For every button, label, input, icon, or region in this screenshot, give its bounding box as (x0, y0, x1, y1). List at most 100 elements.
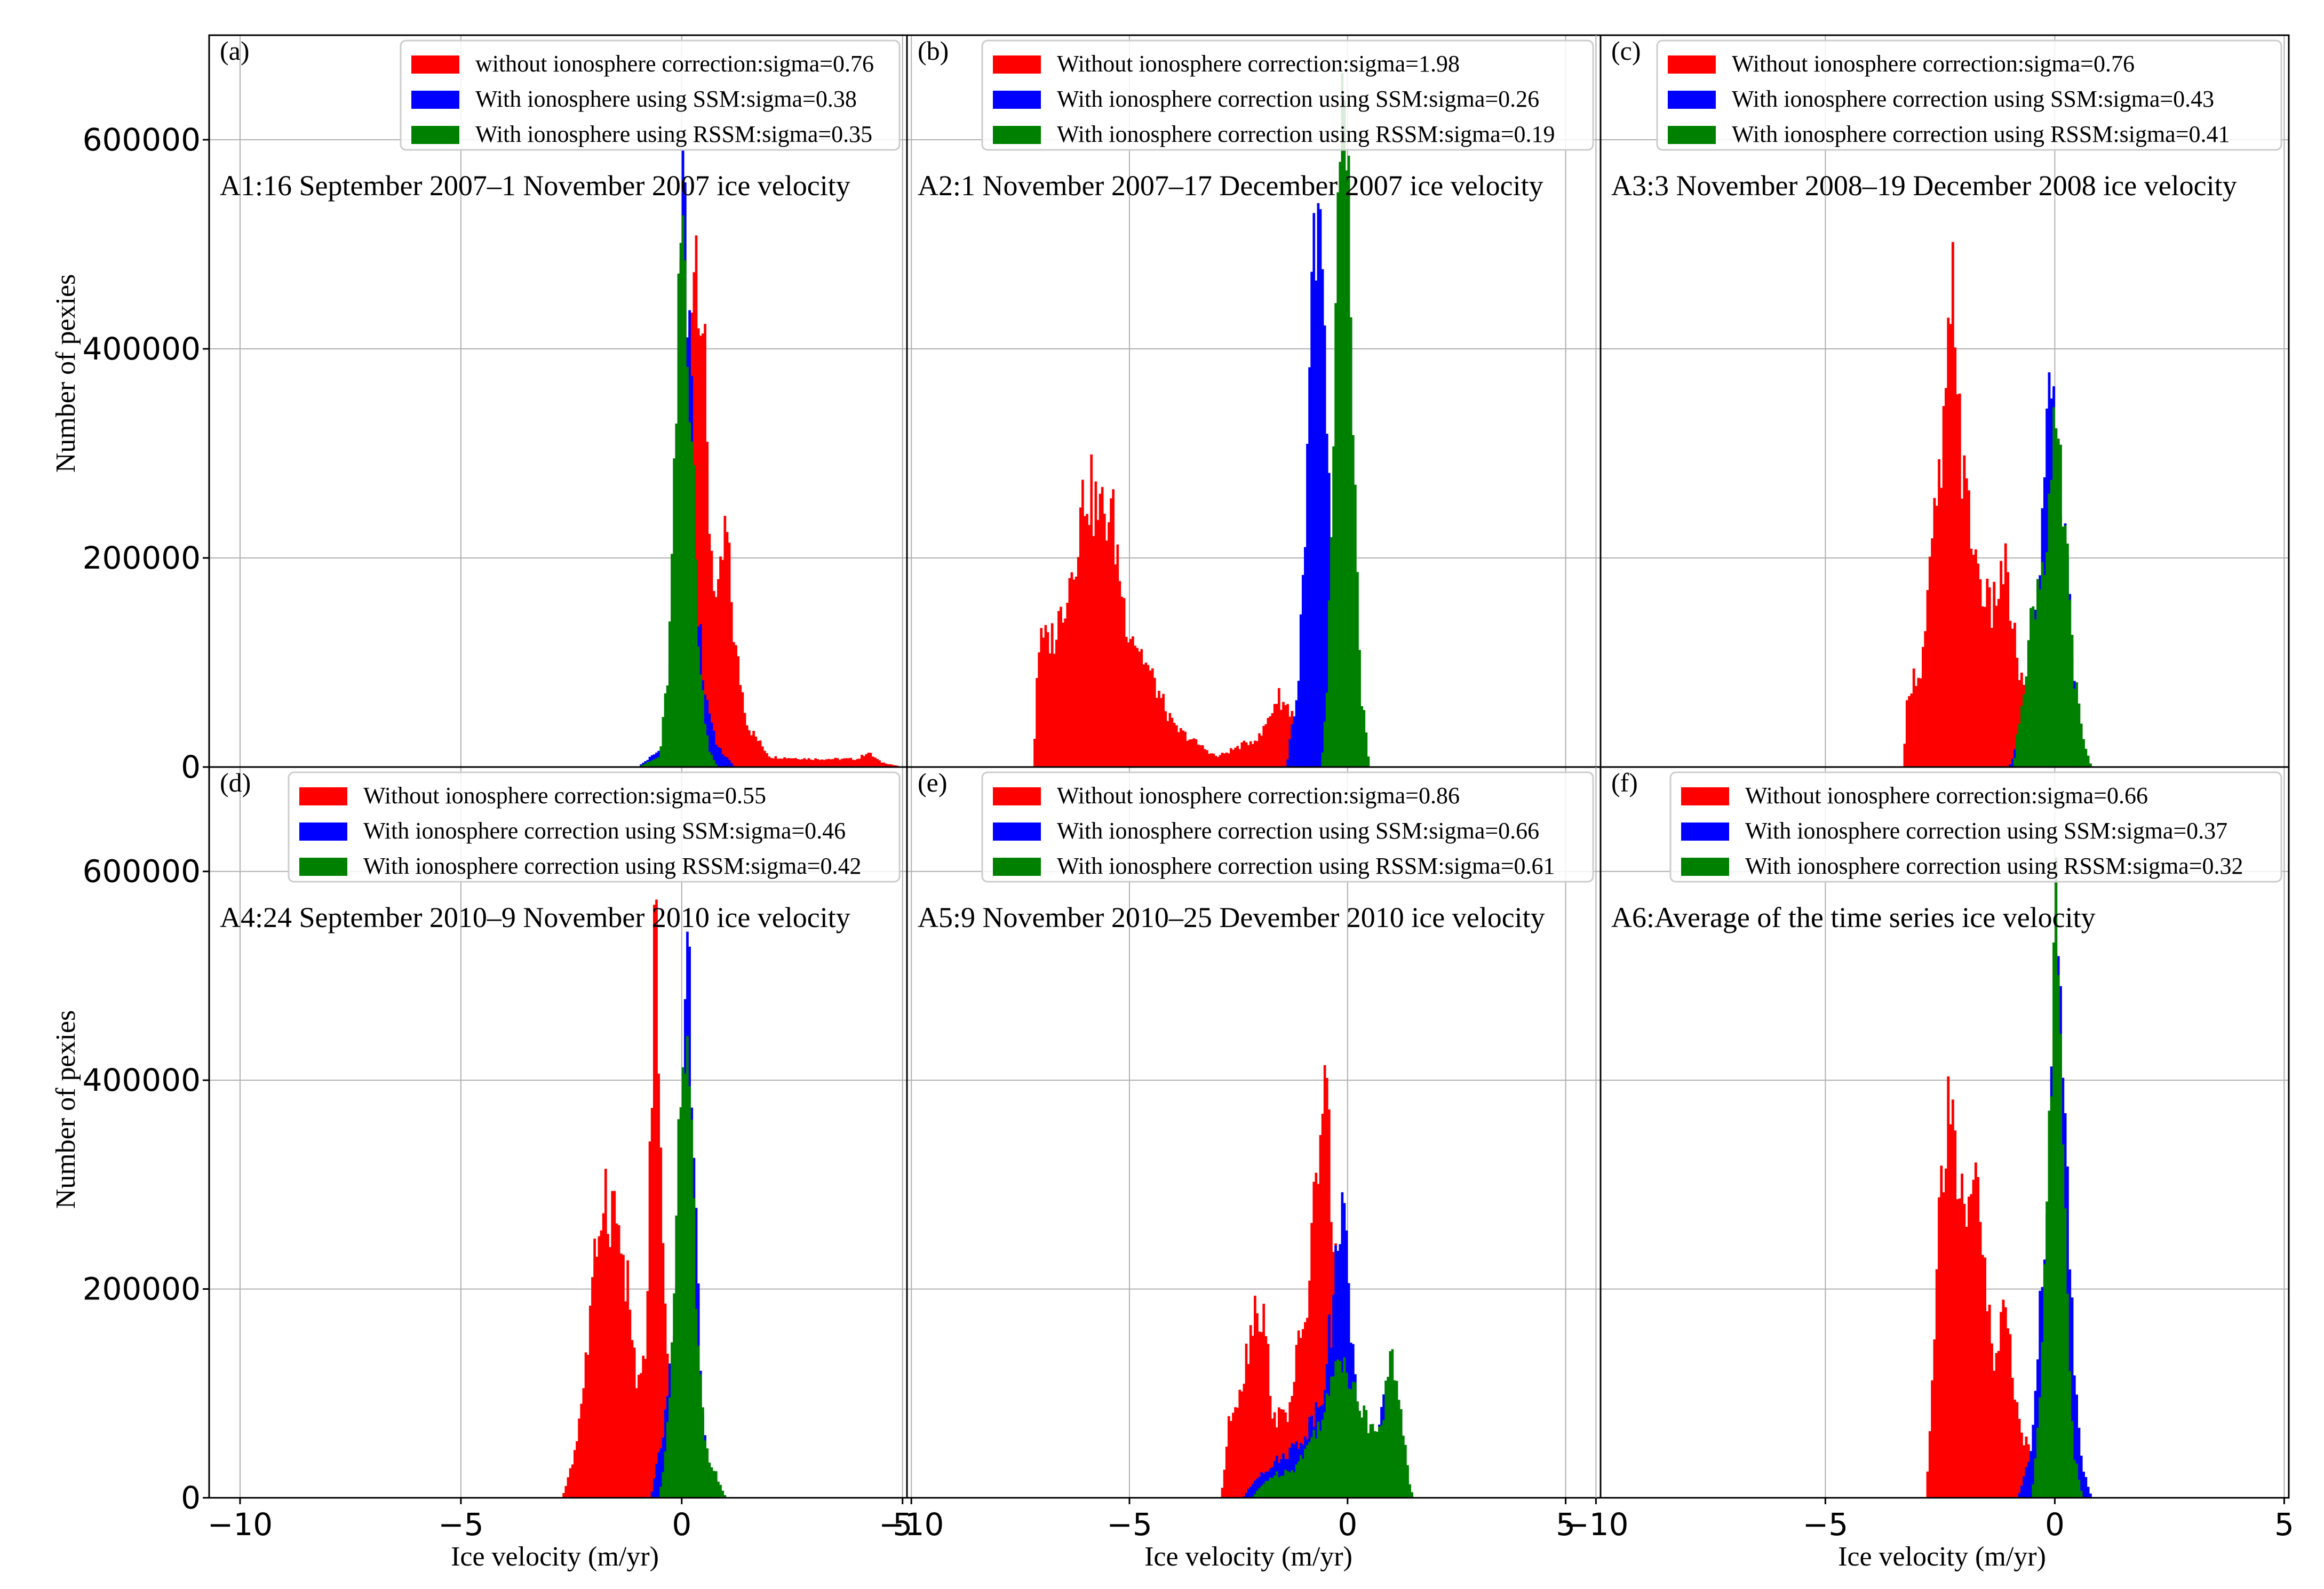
histogram-bar (1351, 1382, 1355, 1498)
histogram-bar (1136, 648, 1139, 767)
histogram-bar (876, 758, 879, 767)
histogram-bar (754, 736, 758, 767)
legend-swatch (1681, 787, 1729, 805)
histogram-bar (1243, 1384, 1246, 1498)
histogram-bar (666, 1422, 669, 1498)
histogram-bar (1411, 1492, 1414, 1498)
histogram-bar (785, 758, 789, 767)
x-tick-label: 5 (1556, 1506, 1575, 1543)
histogram-bar (1254, 740, 1256, 767)
histogram-bar (1293, 1382, 1296, 1498)
histogram-bar (2023, 1445, 2026, 1498)
histogram-bar (1293, 1444, 1296, 1498)
histogram-bar (1232, 749, 1235, 767)
histogram-bar (1216, 757, 1220, 767)
histogram-bar (1297, 681, 1300, 767)
panel-e: −10 −5 0 5 (e) Without ionosphere correction:… (879, 766, 1602, 1543)
histogram-bar (704, 724, 706, 767)
histogram-bar (1282, 702, 1285, 767)
histogram-bar (1132, 636, 1134, 767)
histogram-bar (728, 760, 731, 767)
histogram-bar (1291, 1470, 1294, 1498)
histogram-bar (856, 758, 859, 767)
histogram-bar (1299, 1455, 1302, 1498)
histogram-bar (662, 1243, 665, 1498)
legend-entry: With ionosphere correction using RSSM:si… (1732, 121, 2230, 147)
histogram-bar (1271, 713, 1274, 767)
histogram-bar (2016, 1402, 2019, 1498)
histogram-bar (1260, 1332, 1263, 1498)
histogram-bar (1317, 203, 1320, 767)
legend-entry: With ionosphere correction using RSSM:si… (363, 853, 862, 879)
histogram-bar (1247, 1489, 1250, 1498)
histogram-bar (1210, 753, 1213, 767)
histogram-bar (827, 758, 830, 767)
histogram-bar (1260, 1486, 1263, 1498)
histogram-bar (1171, 717, 1174, 767)
histogram-bar (1358, 1410, 1361, 1498)
y-axis-label-bottom: Number of pexies (51, 1010, 81, 1209)
histogram-bar (562, 1493, 566, 1498)
histogram-bar (1926, 590, 1929, 767)
histogram-bar (1919, 678, 1922, 767)
histogram-bar (712, 591, 715, 767)
legend-box (1669, 771, 2282, 883)
histogram-bar (1378, 1426, 1381, 1498)
histogram-bar (1275, 1471, 1278, 1498)
panel-a: 0 200000 400000 600000 (a) without ionosphere… (83, 34, 908, 785)
histogram-bar (1175, 725, 1178, 767)
histogram-bar (2000, 1312, 2003, 1498)
histogram-bar (2002, 584, 2005, 767)
plot-frame (1599, 766, 2290, 1499)
histogram-bar (695, 559, 698, 767)
histogram-bar (2018, 1419, 2021, 1498)
legend-swatch (993, 55, 1041, 74)
histogram-bar (2004, 543, 2007, 767)
histogram-bar (1951, 1099, 1954, 1498)
histogram-bar (1053, 653, 1056, 767)
histogram-bar (772, 758, 775, 767)
histogram-bar (2043, 575, 2046, 767)
histogram-bar (615, 1223, 618, 1498)
histogram-bar (2050, 480, 2053, 767)
histogram-bar (704, 324, 706, 767)
histogram-bar (1282, 1453, 1285, 1498)
histogram-bar (1384, 1380, 1387, 1498)
histogram-bar (1277, 688, 1280, 767)
histogram-bar (1922, 646, 1924, 767)
histogram-bar (2052, 942, 2055, 1498)
histogram-bar (1249, 741, 1252, 767)
histogram-bar (832, 759, 835, 767)
histogram-bar (1190, 739, 1193, 767)
histogram-bar (710, 755, 713, 767)
histogram-bar (1112, 489, 1115, 767)
histogram-bar (1915, 686, 1917, 767)
histogram-bar (2029, 608, 2032, 767)
histogram-bar (1114, 564, 1117, 767)
histogram-bar (652, 1478, 656, 1498)
histogram-bar (2048, 493, 2051, 767)
panel-label: (b) (918, 36, 949, 66)
histogram-bar (1199, 745, 1202, 767)
histogram-bar (2025, 676, 2028, 767)
panel-label: (c) (1611, 36, 1641, 66)
histogram-bar (1277, 1477, 1280, 1498)
histogram-bar (662, 717, 665, 767)
histogram-bar (1365, 1410, 1368, 1498)
histogram-bar (723, 1495, 727, 1498)
histogram-bar (1251, 1336, 1254, 1498)
histogram-bar (1317, 1184, 1320, 1498)
histogram-bar (1343, 100, 1346, 767)
panel-d: −10 −5 0 5 0 200000 400000 600000 (d) Without ion… (83, 766, 912, 1543)
histogram-bar (1212, 753, 1215, 767)
histogram-bar (648, 1141, 651, 1498)
histogram-bar (1949, 1124, 1952, 1498)
histogram-bar (1343, 1357, 1346, 1498)
histogram-bar (840, 758, 843, 767)
legend-entry: With ionosphere using RSSM:sigma=0.35 (475, 121, 872, 147)
histogram-bar (1284, 1470, 1287, 1498)
histogram-bar (2023, 694, 2026, 767)
histogram-bar (695, 235, 698, 768)
histogram-bar (1970, 1194, 1973, 1498)
legend-swatch (993, 858, 1041, 876)
